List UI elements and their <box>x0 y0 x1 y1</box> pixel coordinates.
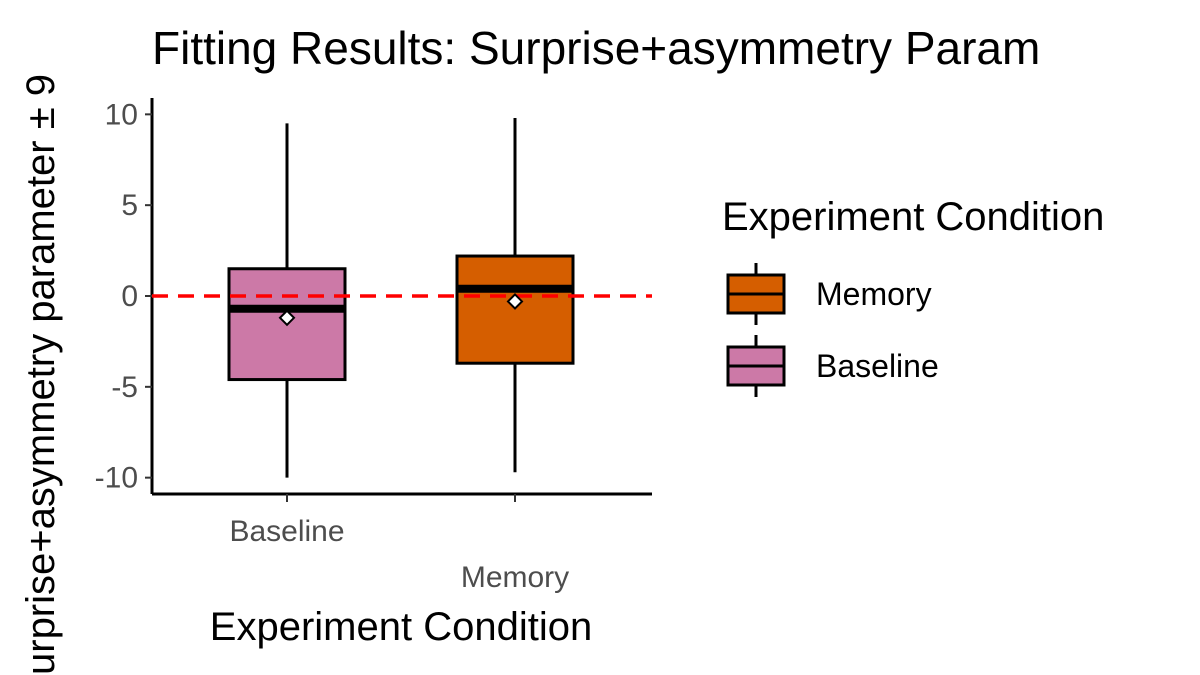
x-tick-label: Baseline <box>229 515 344 548</box>
y-tick-label: 0 <box>121 280 138 313</box>
y-axis-title: urprise+asymmetry parameter ± 9 <box>19 74 63 675</box>
legend-item-memory: Memory <box>726 263 932 325</box>
legend-title: Experiment Condition <box>722 195 1104 239</box>
y-tick-label: -10 <box>95 462 138 495</box>
legend: Experiment Condition Memory Baseline <box>722 195 1104 397</box>
x-axis-title: Experiment Condition <box>210 605 592 649</box>
y-tick-label: -5 <box>111 371 138 404</box>
plot-area: 10 5 0 -5 -10 Baseline Memory <box>95 98 652 594</box>
y-tick-label: 10 <box>105 98 138 131</box>
box-baseline <box>227 123 347 478</box>
x-tick-label: Memory <box>461 561 569 594</box>
y-tick-label: 5 <box>121 189 138 222</box>
chart-title: Fitting Results: Surprise+asymmetry Para… <box>152 22 1040 74</box>
legend-item-baseline: Baseline <box>726 335 939 397</box>
mean-marker <box>506 293 524 310</box>
box-memory <box>455 117 575 473</box>
legend-label: Memory <box>816 276 932 312</box>
mean-marker <box>278 309 296 327</box>
legend-label: Baseline <box>816 348 939 384</box>
